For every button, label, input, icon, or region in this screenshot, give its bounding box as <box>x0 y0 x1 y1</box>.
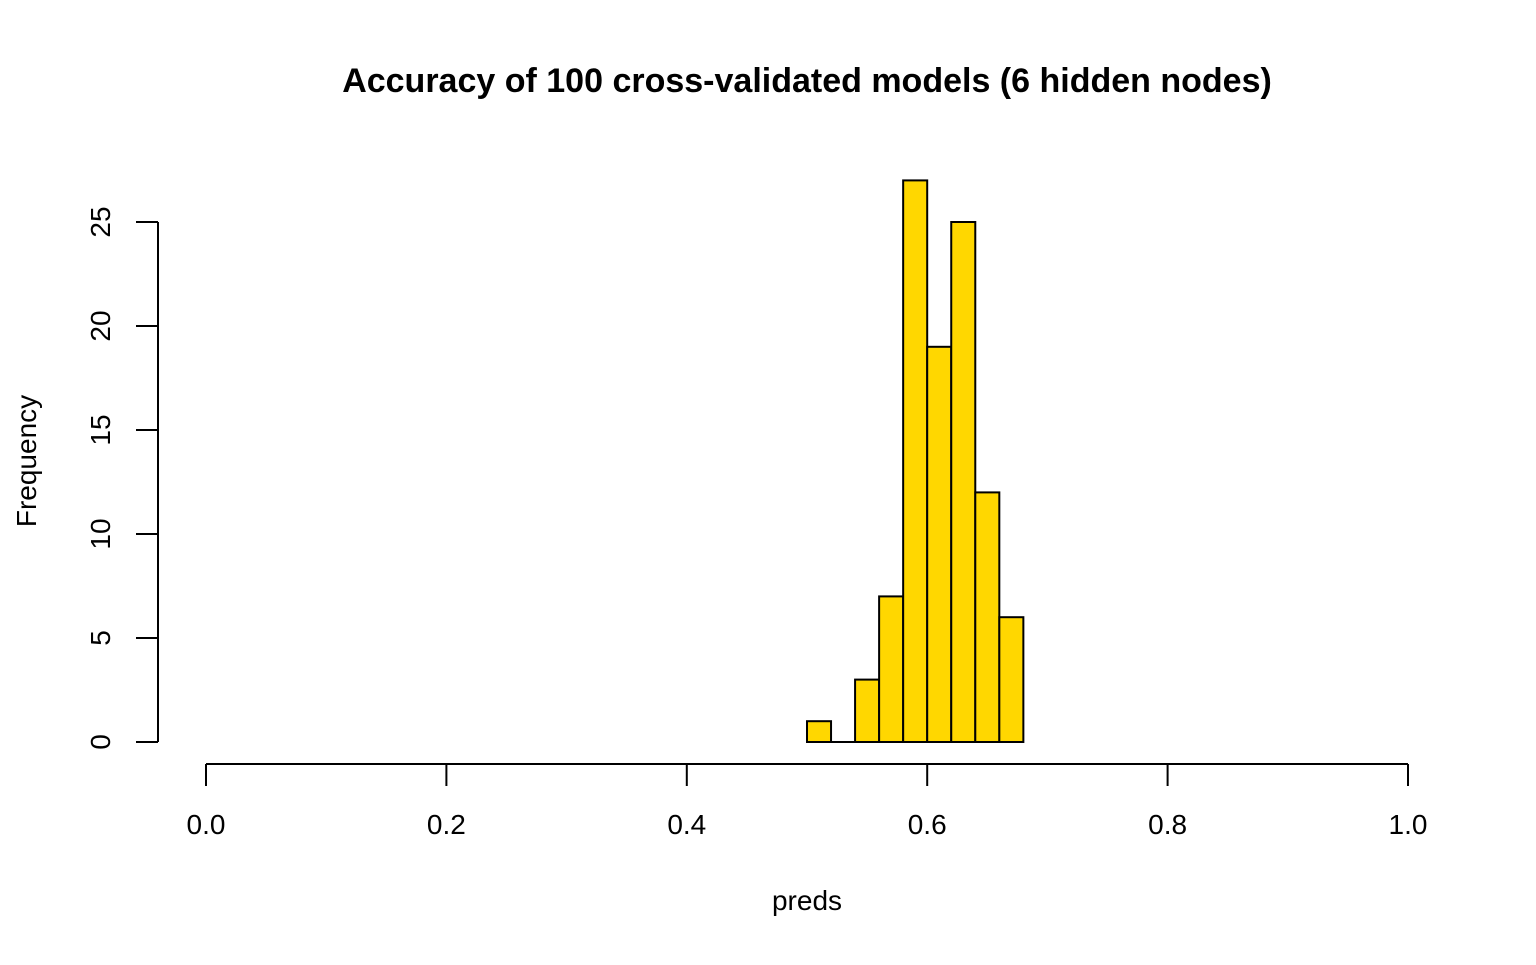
x-tick-label: 0.2 <box>427 809 466 840</box>
y-axis-title: Frequency <box>11 395 42 527</box>
x-tick-label: 0.6 <box>908 809 947 840</box>
histogram-bar <box>854 678 881 743</box>
x-tick-label: 1.0 <box>1389 809 1428 840</box>
histogram-bar <box>878 595 905 744</box>
histogram-bar <box>998 616 1025 744</box>
x-tick-label: 0.8 <box>1148 809 1187 840</box>
chart-title: Accuracy of 100 cross-validated models (… <box>342 62 1272 100</box>
histogram-bar <box>926 345 953 743</box>
x-axis: 0.0 0.2 0.4 0.6 0.8 1.0 <box>187 763 1428 840</box>
histogram-bars <box>806 179 1025 744</box>
histogram-bar <box>950 221 977 743</box>
y-tick-label: 10 <box>85 518 116 549</box>
histogram-bar <box>974 491 1001 743</box>
y-tick-label: 20 <box>85 310 116 341</box>
y-tick-label: 0 <box>85 734 116 750</box>
y-tick-label: 25 <box>85 206 116 237</box>
y-tick-label: 5 <box>85 630 116 646</box>
y-tick-label: 15 <box>85 414 116 445</box>
x-axis-title: preds <box>772 885 842 916</box>
histogram-bar <box>902 179 929 743</box>
x-tick-label: 0.4 <box>667 809 706 840</box>
x-tick-label: 0.0 <box>187 809 226 840</box>
y-axis: 0 5 10 15 20 25 <box>85 206 159 750</box>
histogram-bar <box>806 720 833 744</box>
